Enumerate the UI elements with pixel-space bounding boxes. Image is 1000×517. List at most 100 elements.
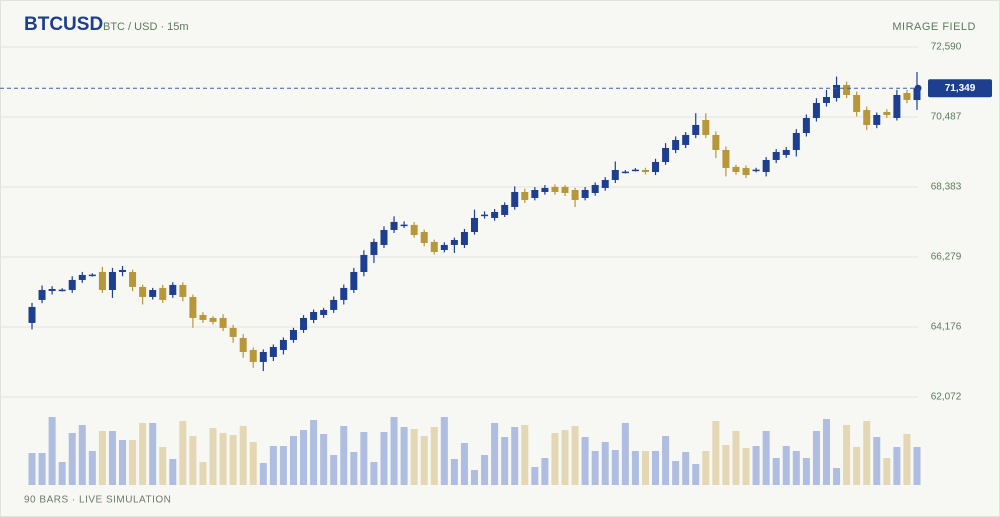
volume-bar <box>68 433 76 485</box>
volume-bar <box>853 447 861 485</box>
volume-bar <box>541 458 549 485</box>
volume-bar <box>340 426 348 485</box>
volume-bar <box>732 431 740 485</box>
volume-bar <box>722 445 730 485</box>
candle-body <box>289 329 297 340</box>
volume-bar <box>119 440 127 485</box>
candle-body <box>903 92 911 100</box>
volume-bar <box>682 452 690 485</box>
volume-bar <box>300 430 308 485</box>
volume-bar <box>320 434 328 485</box>
candle-body <box>802 117 810 133</box>
volume-bar <box>380 432 388 485</box>
candle-body <box>732 166 740 172</box>
candle-body <box>501 204 509 215</box>
candle-body <box>692 124 700 135</box>
footer: 90 BARS · LIVE SIMULATION <box>24 495 171 506</box>
volume-bar <box>762 431 770 485</box>
volume-bar <box>259 463 267 485</box>
candle-body <box>742 167 750 175</box>
volume-bar <box>279 446 287 485</box>
candle-body <box>551 186 559 192</box>
candle-body <box>450 239 458 245</box>
candle-body <box>400 224 408 227</box>
y-tick-label: 64,176 <box>931 322 962 333</box>
candle-body <box>28 306 36 323</box>
volume-bar <box>883 458 891 485</box>
volume-bar <box>249 442 257 485</box>
volume-bar <box>873 437 881 485</box>
volume-bar <box>712 421 720 485</box>
volume-bar <box>269 446 277 485</box>
candle-body <box>179 284 187 297</box>
candle-body <box>541 187 549 192</box>
candle-body <box>269 346 277 357</box>
volume-bar <box>641 451 649 485</box>
volume-bar <box>581 437 589 485</box>
volume-bar <box>219 433 227 485</box>
volume-bar <box>822 419 830 485</box>
volume-bar <box>38 453 46 485</box>
candle-body <box>219 317 227 328</box>
volume-bar <box>521 425 529 485</box>
candle-body <box>48 288 56 291</box>
volume-bar <box>58 462 66 485</box>
volume-bar <box>672 461 680 485</box>
candle-body <box>370 241 378 255</box>
volume-bar <box>863 421 871 485</box>
candle-body <box>682 134 690 145</box>
volume-bar <box>802 458 810 485</box>
candle-body <box>812 102 820 118</box>
volume-bar <box>360 432 368 485</box>
candle-body <box>330 299 338 310</box>
candle-body <box>531 189 539 198</box>
volume-bar <box>742 448 750 485</box>
volume-bar <box>179 421 187 485</box>
candle-body <box>88 274 96 277</box>
volume-bar <box>450 459 458 485</box>
volume-bar <box>470 470 478 485</box>
candle-body <box>621 171 629 174</box>
volume-bar <box>491 423 499 485</box>
volume-bar <box>621 423 629 485</box>
candle-body <box>702 119 710 135</box>
candle-body <box>360 254 368 272</box>
candle-body <box>410 224 418 235</box>
y-tick-label: 66,279 <box>931 252 962 263</box>
volume-bar <box>551 433 559 485</box>
volume-bar <box>782 446 790 485</box>
candle-body <box>913 88 921 100</box>
volume-bar <box>310 420 318 485</box>
chart-subtitle: BTC / USD · 15m <box>103 21 189 33</box>
candle-body <box>229 327 237 337</box>
candle-body <box>641 169 649 172</box>
volume-bar <box>420 436 428 485</box>
candle-body <box>652 161 660 172</box>
candle-body <box>350 271 358 290</box>
y-tick-label: 70,487 <box>931 112 962 123</box>
volume-bar <box>28 453 36 485</box>
volume-bar <box>159 447 167 485</box>
candle-body <box>169 284 177 295</box>
volume-bar <box>903 434 911 485</box>
volume-bar <box>108 431 116 485</box>
candle-body <box>159 287 167 300</box>
volume-bar <box>78 425 86 485</box>
candle-body <box>310 311 318 320</box>
volume-bar <box>289 436 297 485</box>
candle-body <box>581 189 589 198</box>
candle-body <box>430 241 438 252</box>
candle-body <box>601 179 609 188</box>
volume-bar <box>833 468 841 485</box>
candle-body <box>561 186 569 193</box>
volume-bar <box>350 452 358 485</box>
volume-bar <box>209 428 217 485</box>
candle-body <box>762 159 770 172</box>
volume-bar <box>189 436 197 485</box>
volume-bar <box>400 427 408 485</box>
volume-bar <box>430 427 438 485</box>
candle-body <box>491 211 499 218</box>
volume-bar <box>652 451 660 485</box>
volume-bar <box>139 423 147 485</box>
